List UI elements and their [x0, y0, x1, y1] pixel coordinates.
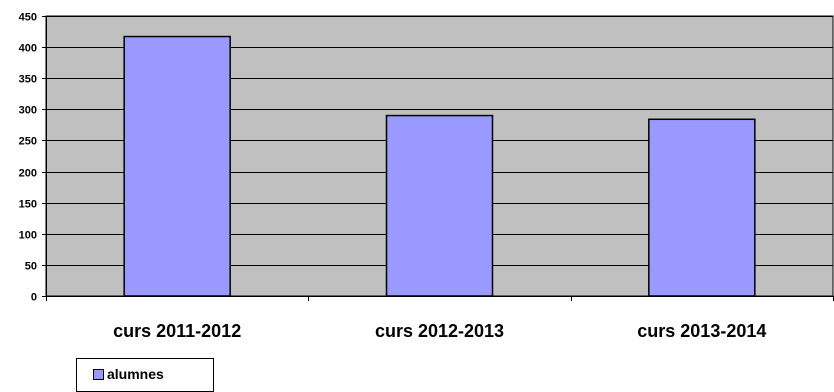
- y-tick-label-350: 350: [19, 74, 37, 86]
- y-tick-label-150: 150: [19, 199, 37, 211]
- y-tick-label-100: 100: [19, 230, 37, 242]
- y-tick-label-450: 450: [19, 12, 37, 24]
- bar-curs-2012-2013: [385, 114, 494, 297]
- bar-curs-2013-2014: [648, 118, 756, 297]
- y-tick-label-50: 50: [25, 261, 37, 273]
- bar-curs-2011-2012: [123, 35, 231, 297]
- y-tick-label-0: 0: [31, 292, 37, 304]
- category-labels: curs 2011-2012 curs 2012-2013 curs 2013-20…: [113, 321, 766, 341]
- category-label-0: curs 2011-2012: [113, 321, 241, 341]
- y-axis: 0 50 100 150 200 250 300 350 400 450: [19, 12, 47, 304]
- legend-swatch-alumnes: [93, 369, 104, 380]
- y-tick-label-300: 300: [19, 105, 37, 117]
- legend: alumnes: [76, 358, 214, 392]
- y-tick-label-200: 200: [19, 168, 37, 180]
- category-label-2: curs 2013-2014: [637, 321, 766, 341]
- legend-label-alumnes: alumnes: [107, 366, 164, 382]
- y-tick-label-400: 400: [19, 43, 37, 55]
- category-label-1: curs 2012-2013: [375, 321, 504, 341]
- y-tick-label-250: 250: [19, 136, 37, 148]
- bars: [123, 35, 756, 297]
